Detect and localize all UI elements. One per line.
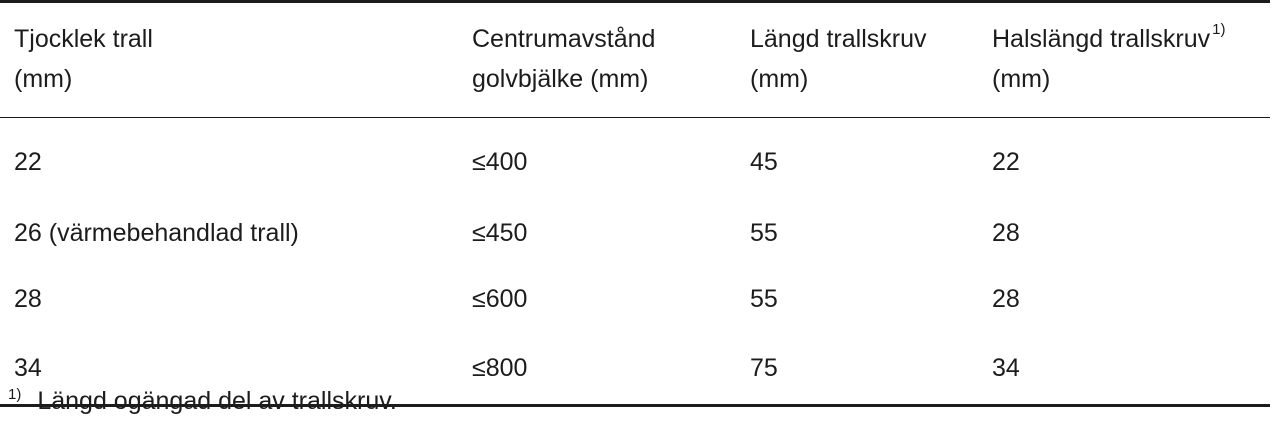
cell-decking-thickness: 26 (värmebehandlad trall) [14, 219, 299, 247]
table-row: 26 (värmebehandlad trall) ≤450 55 28 [0, 200, 1270, 266]
header-label-text: Halslängd trallskruv [992, 25, 1211, 53]
table-row: 34 ≤800 75 34 [0, 332, 1270, 406]
cell-joist-spacing: ≤400 [472, 148, 528, 176]
header-neck-length: Halslängd trallskruv 1) (mm) [978, 2, 1270, 118]
header-label-line2: (mm) [750, 65, 809, 93]
cell-neck-length: 28 [992, 219, 1020, 247]
cell-neck-length: 28 [992, 285, 1020, 313]
table-row: 22 ≤400 45 22 [0, 118, 1270, 201]
header-row: Tjocklek trall (mm) Centrumavstånd golvb… [0, 1, 1270, 118]
cell-neck-length: 34 [992, 354, 1020, 382]
header-label-line2: (mm) [14, 65, 73, 93]
cell-screw-length: 45 [750, 148, 778, 176]
cell-decking-thickness: 28 [14, 285, 42, 313]
header-decking-thickness: Tjocklek trall (mm) [0, 2, 458, 118]
screw-spec-table: Tjocklek trall (mm) Centrumavstånd golvb… [0, 1, 1270, 406]
screw-spec-table-container: Tjocklek trall (mm) Centrumavstånd golvb… [0, 1, 1270, 406]
footnote-reference: 1) [1212, 20, 1226, 38]
cell-decking-thickness: 34 [14, 354, 42, 382]
cell-joist-spacing: ≤800 [472, 354, 528, 382]
header-label-line1: Längd trallskruv [750, 25, 927, 53]
table-footnote: 1) Längd ogängad del av trallskruv. [8, 384, 397, 422]
footnote-text: Längd ogängad del av trallskruv. [37, 387, 397, 415]
cell-joist-spacing: ≤600 [472, 285, 528, 313]
cell-joist-spacing: ≤450 [472, 219, 528, 247]
header-label-line2: golvbjälke (mm) [472, 65, 649, 93]
header-label-line1: Tjocklek trall [14, 25, 153, 53]
cell-neck-length: 22 [992, 148, 1020, 176]
table-body: 22 ≤400 45 22 26 (värmebehandlad trall) … [0, 118, 1270, 406]
header-label-line1: Centrumavstånd [472, 25, 656, 53]
header-screw-length: Längd trallskruv (mm) [736, 2, 978, 118]
table-header: Tjocklek trall (mm) Centrumavstånd golvb… [0, 1, 1270, 118]
header-joist-spacing: Centrumavstånd golvbjälke (mm) [458, 2, 736, 118]
cell-screw-length: 75 [750, 354, 778, 382]
footnote-mark: 1) [8, 386, 22, 403]
header-label-line1: Halslängd trallskruv 1) [992, 19, 1270, 59]
cell-screw-length: 55 [750, 285, 778, 313]
header-label-line2: (mm) [992, 65, 1051, 93]
table-row: 28 ≤600 55 28 [0, 266, 1270, 332]
cell-decking-thickness: 22 [14, 148, 42, 176]
cell-screw-length: 55 [750, 219, 778, 247]
